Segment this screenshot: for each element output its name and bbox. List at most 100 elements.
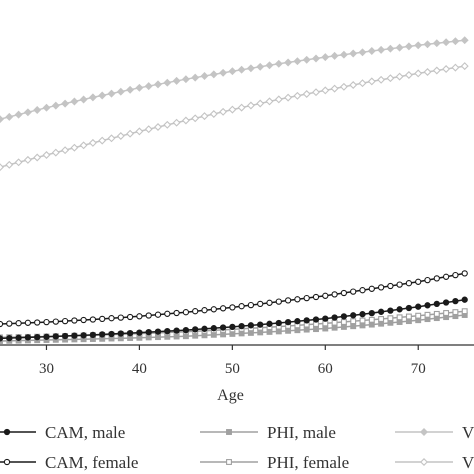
series-marker bbox=[116, 87, 125, 96]
series-marker bbox=[71, 332, 78, 339]
series-marker bbox=[88, 138, 97, 147]
series-marker bbox=[367, 77, 376, 86]
series-marker bbox=[442, 299, 450, 306]
legend-label: VI bbox=[462, 423, 474, 442]
legend-swatch-marker bbox=[3, 458, 11, 466]
series-marker bbox=[461, 308, 468, 315]
series-marker bbox=[209, 110, 218, 118]
series-marker bbox=[350, 288, 357, 295]
x-tick-label: 50 bbox=[225, 361, 240, 377]
series-marker bbox=[294, 318, 301, 325]
series-marker bbox=[404, 42, 413, 51]
series-marker bbox=[443, 310, 450, 316]
series-marker bbox=[136, 313, 143, 320]
series-marker bbox=[210, 325, 217, 332]
series-marker bbox=[201, 325, 208, 332]
legend-item: VI bbox=[395, 423, 474, 442]
series-marker bbox=[395, 72, 404, 81]
series-marker bbox=[135, 83, 144, 92]
series-marker bbox=[61, 99, 70, 108]
series-marker bbox=[79, 95, 88, 104]
series-marker bbox=[396, 319, 403, 325]
series-marker bbox=[368, 285, 375, 292]
series-marker bbox=[359, 317, 366, 324]
series-marker bbox=[303, 326, 310, 333]
series-marker bbox=[387, 307, 394, 314]
series-marker bbox=[350, 323, 357, 330]
series-marker bbox=[433, 300, 440, 308]
series-marker bbox=[312, 88, 320, 97]
series-marker bbox=[424, 276, 431, 284]
series-marker bbox=[293, 57, 302, 66]
series-marker bbox=[256, 99, 265, 108]
series-marker bbox=[34, 319, 41, 326]
series-marker bbox=[0, 320, 4, 328]
series-marker bbox=[285, 327, 292, 334]
series-marker bbox=[0, 115, 4, 124]
series-marker bbox=[191, 114, 200, 123]
series-marker bbox=[219, 324, 227, 331]
series-marker bbox=[303, 294, 310, 302]
series-marker bbox=[238, 322, 245, 330]
legend-item: VI bbox=[395, 453, 474, 472]
series-0 bbox=[0, 296, 468, 342]
series-marker bbox=[330, 84, 339, 93]
series-marker bbox=[386, 44, 395, 53]
series-marker bbox=[386, 74, 395, 83]
legend-swatch-marker bbox=[226, 459, 232, 465]
series-marker bbox=[43, 318, 50, 326]
series-marker bbox=[172, 76, 181, 85]
series-marker bbox=[34, 333, 41, 341]
series-marker bbox=[312, 293, 320, 301]
series-marker bbox=[154, 311, 162, 318]
series-marker bbox=[163, 78, 172, 87]
series-marker bbox=[414, 41, 423, 50]
series-marker bbox=[294, 327, 301, 334]
series-marker bbox=[405, 304, 413, 312]
series-marker bbox=[339, 82, 348, 91]
series-marker bbox=[14, 158, 23, 167]
series-marker bbox=[451, 63, 460, 72]
series-marker bbox=[460, 62, 469, 71]
series-marker bbox=[415, 278, 422, 285]
series-marker bbox=[257, 321, 264, 328]
series-marker bbox=[387, 315, 394, 322]
series-marker bbox=[442, 65, 451, 73]
legend: CAM, male CAM, female PHI, male PHI, female… bbox=[0, 423, 474, 472]
series-marker bbox=[257, 300, 264, 308]
series-marker bbox=[80, 332, 87, 339]
series-marker bbox=[331, 314, 338, 321]
series-marker bbox=[33, 106, 42, 114]
series-marker bbox=[378, 320, 385, 327]
legend-item: PHI, male bbox=[200, 423, 336, 442]
series-marker bbox=[15, 334, 22, 341]
series-marker bbox=[322, 292, 329, 299]
series-marker bbox=[200, 112, 209, 121]
series-marker bbox=[89, 331, 97, 339]
series-marker bbox=[107, 134, 116, 143]
series-marker bbox=[265, 97, 274, 106]
series-marker bbox=[284, 93, 293, 102]
x-tick-label: 60 bbox=[318, 361, 333, 377]
series-marker bbox=[368, 321, 375, 328]
series-marker bbox=[321, 86, 330, 95]
series-marker bbox=[237, 103, 246, 112]
series-marker bbox=[424, 311, 431, 318]
series-marker bbox=[275, 298, 282, 305]
series-marker bbox=[210, 306, 217, 313]
x-axis-ticks: 30 40 50 60 70 bbox=[39, 345, 426, 377]
legend-swatch-marker bbox=[3, 428, 11, 436]
series-marker bbox=[0, 335, 4, 342]
legend-label: VI bbox=[462, 453, 474, 472]
series-marker bbox=[432, 39, 441, 48]
series-marker bbox=[312, 54, 320, 63]
series-marker bbox=[126, 129, 135, 138]
series-marker bbox=[164, 310, 171, 317]
series-marker bbox=[219, 305, 227, 312]
series-marker bbox=[387, 282, 394, 290]
series-marker bbox=[229, 304, 236, 311]
series-marker bbox=[359, 287, 366, 294]
series-marker bbox=[349, 49, 358, 58]
series-marker bbox=[209, 70, 218, 79]
